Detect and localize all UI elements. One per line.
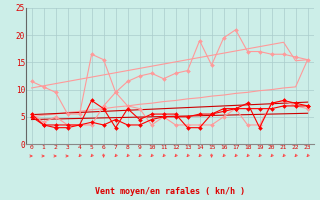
Text: Vent moyen/en rafales ( kn/h ): Vent moyen/en rafales ( kn/h )	[95, 187, 244, 196]
